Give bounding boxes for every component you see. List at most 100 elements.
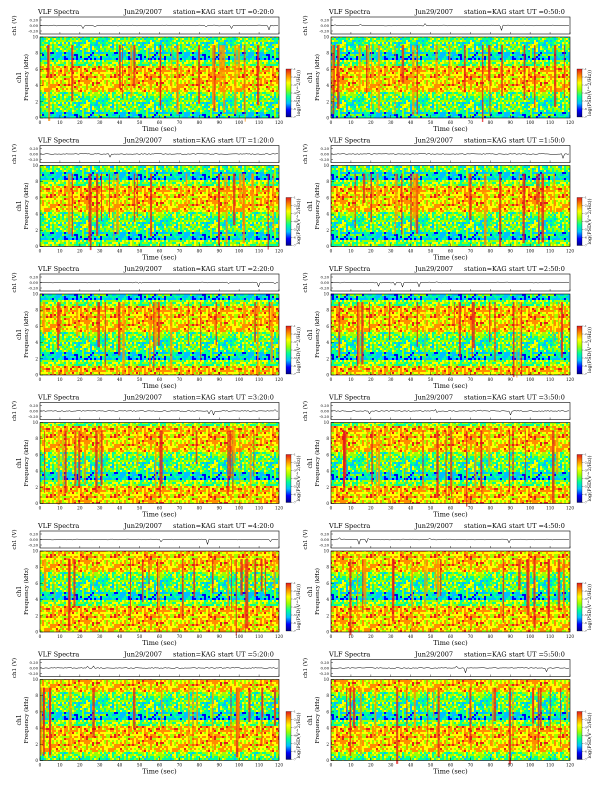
time-tick-label: 80 [488,763,494,768]
spectral-burst [87,302,89,343]
time-tick-label: 10 [348,763,354,768]
spectral-burst [118,302,121,356]
spectral-burst [244,45,246,122]
colorbar-tick-label: -5 [584,613,587,617]
spectrogram-image [331,294,570,375]
colorbar-tick-label: -7 [293,629,296,633]
spectral-burst [512,430,514,482]
waveform-trace [330,281,570,288]
time-tick-label: 110 [546,763,554,768]
spectral-burst [556,430,559,475]
time-tick-label: 80 [197,506,203,511]
time-axis-label: Time (sec) [142,382,177,390]
spectral-burst [357,302,361,364]
spectral-burst [171,45,173,94]
time-tick-label: 100 [526,120,534,125]
colorbar-tick-label: -5 [293,613,296,617]
time-tick-label: 100 [526,634,534,639]
spectral-burst [437,559,440,597]
spectral-burst [375,430,377,502]
spectral-burst [358,45,361,91]
spectral-burst [494,302,496,362]
time-tick-label: 40 [408,763,414,768]
spectral-burst [516,302,518,378]
spectral-burst [370,173,372,223]
time-tick-label: 100 [526,377,534,382]
frequency-axis-label: Frequency (kHz) [314,697,321,744]
time-tick-label: 80 [197,377,203,382]
spectral-burst [405,430,407,486]
spectra-panel: VLF Spectra Jun29/2007 station=KAG start UT… [302,651,593,776]
spectral-burst [366,45,368,93]
spectral-burst [154,302,157,347]
spectral-burst [76,302,79,337]
colorbar-label: log(PSD(V^2/Hz)) [295,712,302,758]
spectra-panel: VLF Spectra Jun29/2007 station=KAG start UT… [11,265,302,390]
waveform-tick-label: 0.20 [321,660,330,665]
waveform-tick-label: 0.20 [30,146,39,151]
spectral-burst [149,302,151,372]
panel-title: VLF Spectra [328,394,370,402]
spectral-burst [371,430,373,485]
time-tick-label: 110 [255,634,263,639]
spectral-burst [401,45,405,84]
frequency-tick-label: 6 [326,452,329,457]
time-tick-label: 10 [348,634,354,639]
waveform-tick-label: 0.00 [30,280,39,285]
colorbar-tick-label: -7 [584,501,587,505]
colorbar [285,68,292,118]
time-tick-label: 10 [348,120,354,125]
spectral-burst [508,430,511,491]
colorbar-label: log(PSD(V^2/Hz)) [295,70,302,116]
spectral-burst [242,173,245,244]
frequency-tick-label: 10 [33,35,39,40]
waveform-tick-label: -0.20 [28,414,38,419]
frequency-tick-label: 8 [326,565,329,570]
time-tick-label: 30 [97,763,103,768]
spectral-burst [560,687,561,747]
frequency-tick-label: 8 [326,436,329,441]
channel-label: ch1 [307,329,314,340]
spectral-burst [244,559,246,633]
spectral-burst [187,687,190,743]
panel-start-time: start UT =4:50:0 [509,522,565,530]
time-tick-label: 110 [255,249,263,254]
spectral-burst [53,559,55,619]
waveform-trace [39,281,279,288]
colorbar-tick-label: -4 [293,348,296,352]
time-tick-label: 40 [117,506,123,511]
time-axis-label: Time (sec) [433,125,468,133]
spectral-burst [59,302,61,334]
spectral-burst [359,687,362,755]
spectral-burst [521,302,523,376]
spectral-burst [97,302,100,348]
colorbar-tick-label: -6 [584,493,587,497]
spectral-burst [519,302,521,368]
spectral-burst [416,302,418,347]
spectral-burst [157,559,158,614]
spectral-burst [533,559,536,628]
spectral-burst [518,173,520,222]
time-tick-label: 50 [428,377,434,382]
panel-station: station=KAG [464,651,507,659]
frequency-tick-label: 0 [35,758,38,763]
spectral-burst [552,430,555,504]
colorbar-tick-label: -3 [293,597,296,601]
spectral-burst [412,173,415,219]
spectral-burst [40,687,42,755]
panel-station: station=KAG [173,522,216,530]
colorbar-label: log(PSD(V^2/Hz)) [586,712,593,758]
time-tick-label: 60 [157,120,163,125]
spectral-burst [96,173,99,237]
time-tick-label: 120 [275,120,283,125]
colorbar-tick-label: -7 [293,501,296,505]
time-tick-label: 10 [57,634,63,639]
time-axis-label: Time (sec) [142,125,177,133]
time-tick-label: 30 [388,249,394,254]
frequency-tick-label: 0 [326,630,329,635]
spectral-burst [254,302,256,343]
frequency-axis-label: Frequency (kHz) [23,183,30,230]
spectral-burst [198,45,201,104]
waveform-tick-label: 0.00 [321,280,330,285]
frequency-axis-label: Frequency (kHz) [23,311,30,358]
